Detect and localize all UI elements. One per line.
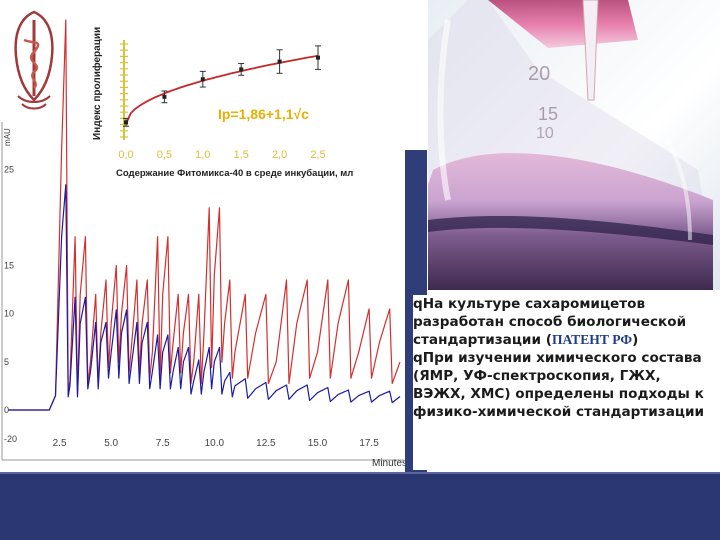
inset-data-point <box>200 77 205 82</box>
inset-data-point <box>277 59 282 64</box>
bullet-text: При изучении химического состава (ЯМР, У… <box>413 350 704 420</box>
inset-x-tick-label: 2,0 <box>272 149 287 161</box>
text-block: qНа культуре сахаромицетов разработан сп… <box>413 295 713 470</box>
bullet-marker: q <box>413 296 423 312</box>
inset-x-ticks: 0,0 0,5 1,0 1,5 2,0 2,5 <box>118 149 325 161</box>
chromatogram-y-tick-label: 25 <box>4 164 14 174</box>
bullet-item-chemistry: qПри изучении химического состава (ЯМР, … <box>413 349 713 421</box>
chromatogram-y-tick-label: 15 <box>4 261 14 271</box>
inset-y-axis <box>120 40 128 140</box>
chromatogram-x-tick-label: 2.5 <box>53 438 67 449</box>
footer-stripe <box>0 472 720 474</box>
svg-text:20: 20 <box>528 63 550 85</box>
inset-data-point <box>239 67 244 72</box>
chromatogram-y-tick-label: 0 <box>4 405 9 415</box>
flask-photo: 20 15 10 <box>428 0 720 290</box>
bullet-marker: q <box>413 350 423 366</box>
chromatogram-y-tick-label: 10 <box>4 309 14 319</box>
inset-equation: Ip=1,86+1,1√c <box>218 106 309 122</box>
chromatogram-x-ticks: 2.5 5.0 7.5 10.0 12.5 15.0 17.5 <box>53 438 380 449</box>
chromatogram-ylabel: mAU <box>3 128 12 146</box>
chart-panel: Индекс пролиферации Ip=1,86+1,1√c 0,0 0,5… <box>0 0 407 472</box>
inset-x-tick-label: 0,5 <box>157 149 172 161</box>
bullet-item-bioassay: qНа культуре сахаромицетов разработан сп… <box>413 295 713 349</box>
chromatogram-x-tick-label: 7.5 <box>156 438 170 449</box>
bullet-text-end: ) <box>632 332 639 348</box>
inset-data-point <box>124 120 128 125</box>
chromatogram-trace-blue <box>8 184 401 411</box>
inset-plot-area <box>123 45 321 127</box>
inset-fit-curve <box>125 54 319 125</box>
patent-label: ПАТЕНТ РФ <box>551 332 633 347</box>
chart-figure: Индекс пролиферации Ip=1,86+1,1√c 0,0 0,5… <box>1 10 407 469</box>
inset-ylabel: Индекс пролиферации <box>91 27 103 140</box>
logo-emblem <box>14 10 54 110</box>
chromatogram-y-tick-label: -20 <box>4 434 17 444</box>
svg-text:10: 10 <box>536 125 554 142</box>
chromatogram-frame <box>1 122 404 461</box>
chromatogram-trace-red <box>8 19 401 411</box>
inset-x-tick-label: 1,0 <box>195 149 210 161</box>
inset-data-point <box>316 55 320 60</box>
chromatogram-x-tick-label: 15.0 <box>308 438 328 449</box>
footer-band <box>0 472 720 540</box>
chromatogram-x-tick-label: 17.5 <box>359 438 379 449</box>
bullet-text: На культуре сахаромицетов разработан спо… <box>413 296 687 348</box>
chromatogram-x-tick-label: 5.0 <box>104 438 118 449</box>
inset-data-point <box>162 94 167 99</box>
chromatogram-y-ticks: 25 15 10 5 0 -20 <box>4 164 17 444</box>
chromatogram-x-tick-label: 10.0 <box>205 438 225 449</box>
inset-x-tick-label: 1,5 <box>234 149 249 161</box>
inset-xlabel: Содержание Фитомикса-40 в среде инкубаци… <box>116 168 353 179</box>
chromatogram-traces <box>8 19 401 411</box>
chromatogram-xlabel: Minutes <box>372 458 405 469</box>
chromatogram-x-tick-label: 12.5 <box>256 438 276 449</box>
svg-text:15: 15 <box>538 104 558 124</box>
inset-x-tick-label: 2,5 <box>310 149 325 161</box>
inset-x-tick-label: 0,0 <box>118 149 133 161</box>
chromatogram-y-tick-label: 5 <box>4 357 9 367</box>
